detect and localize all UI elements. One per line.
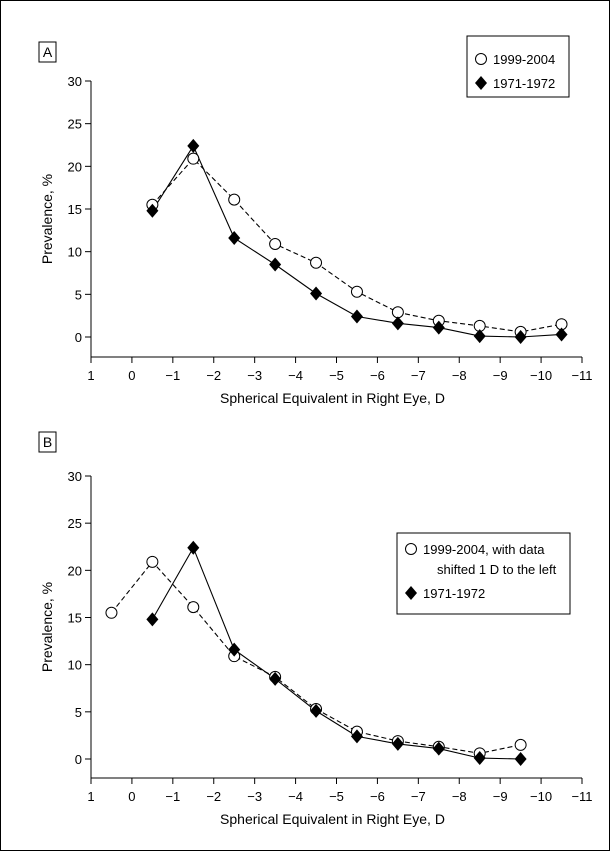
legend-symbol-filled-diamond	[405, 586, 417, 600]
data-point-filled-diamond	[432, 741, 445, 756]
legend-label: 1971-1972	[493, 76, 555, 91]
data-point-open-circle	[310, 256, 323, 269]
y-tick-label: 0	[75, 752, 82, 767]
data-point-filled-diamond	[432, 320, 445, 335]
y-tick-label: 10	[68, 245, 82, 260]
data-point-open-circle	[187, 152, 200, 165]
y-tick-label: 10	[68, 658, 82, 673]
data-point-filled-diamond	[350, 729, 363, 744]
series-line-filled-diamond	[151, 546, 521, 760]
x-tick-label: 1	[87, 789, 94, 804]
x-tick-label: −7	[411, 368, 426, 383]
x-tick-label: −1	[165, 789, 180, 804]
data-point-open-circle	[105, 606, 118, 619]
data-point-filled-diamond	[228, 642, 241, 657]
panel-label-box	[38, 41, 57, 63]
x-tick-label: −10	[530, 789, 552, 804]
data-point-filled-diamond	[391, 736, 404, 751]
y-tick-label: 30	[68, 74, 82, 89]
legend-box	[466, 35, 570, 98]
x-tick-label: −10	[530, 368, 552, 383]
data-point-filled-diamond	[514, 752, 527, 766]
x-tick-label: −8	[452, 789, 467, 804]
data-point-filled-diamond	[391, 316, 404, 331]
x-tick-label: −9	[493, 368, 508, 383]
y-tick-label: 25	[68, 516, 82, 531]
x-tick-label: −3	[247, 789, 262, 804]
x-tick-label: −2	[206, 368, 221, 383]
x-axis-title: Spherical Equivalent in Right Eye, D	[220, 390, 445, 406]
x-tick-label: −4	[288, 789, 303, 804]
y-tick-label: 15	[68, 202, 82, 217]
data-point-filled-diamond	[146, 203, 159, 218]
legend-symbol-open-circle	[475, 53, 487, 65]
y-tick-label: 20	[68, 563, 82, 578]
data-point-filled-diamond	[473, 751, 486, 766]
panel-label-box	[38, 431, 57, 453]
data-point-open-circle	[146, 555, 159, 568]
y-axis-title: Prevalence, %	[39, 174, 55, 264]
x-tick-label: −1	[165, 368, 180, 383]
y-tick-label: 5	[75, 287, 82, 302]
data-point-filled-diamond	[514, 330, 527, 344]
legend-box	[396, 532, 571, 615]
x-axis-title: Spherical Equivalent in Right Eye, D	[220, 811, 445, 827]
data-point-open-circle	[391, 306, 404, 319]
data-point-filled-diamond	[269, 671, 282, 686]
x-tick-label: −5	[329, 789, 344, 804]
data-point-filled-diamond	[555, 327, 568, 342]
panel-label: A	[43, 44, 53, 60]
x-tick-label: −9	[493, 789, 508, 804]
x-tick-label: −11	[571, 368, 592, 383]
x-tick-label: 0	[128, 368, 135, 383]
y-tick-label: 5	[75, 705, 82, 720]
x-tick-label: −3	[247, 368, 262, 383]
x-tick-label: −2	[206, 789, 221, 804]
data-point-filled-diamond	[187, 540, 200, 555]
data-point-filled-diamond	[310, 703, 323, 718]
y-tick-label: 20	[68, 159, 82, 174]
data-point-filled-diamond	[310, 286, 323, 301]
data-point-filled-diamond	[228, 231, 241, 246]
data-point-filled-diamond	[187, 138, 200, 153]
x-tick-label: −4	[288, 368, 303, 383]
legend-label: 1999-2004, with data	[423, 542, 545, 557]
y-tick-label: 25	[68, 117, 82, 132]
x-tick-label: 1	[87, 368, 94, 383]
y-tick-label: 30	[68, 469, 82, 484]
x-tick-label: 0	[128, 789, 135, 804]
legend-label: 1999-2004	[493, 52, 555, 67]
data-point-filled-diamond	[350, 309, 363, 324]
data-point-open-circle	[228, 193, 241, 206]
x-tick-label: −6	[370, 789, 385, 804]
data-point-filled-diamond	[473, 329, 486, 344]
data-point-filled-diamond	[269, 257, 282, 272]
data-point-open-circle	[187, 601, 200, 614]
x-tick-label: −7	[411, 789, 426, 804]
legend-label: 1971-1972	[423, 586, 485, 601]
data-point-open-circle	[350, 285, 363, 298]
data-point-open-circle	[514, 738, 527, 751]
x-tick-label: −6	[370, 368, 385, 383]
data-point-filled-diamond	[146, 612, 159, 627]
data-point-open-circle	[269, 237, 282, 250]
x-tick-label: −11	[571, 789, 592, 804]
legend-symbol-open-circle	[405, 543, 417, 555]
y-tick-label: 15	[68, 611, 82, 626]
x-tick-label: −8	[452, 368, 467, 383]
y-axis-title: Prevalence, %	[39, 582, 55, 672]
legend-label: shifted 1 D to the left	[437, 562, 557, 577]
panel-label: B	[43, 434, 52, 450]
y-tick-label: 0	[75, 330, 82, 345]
x-tick-label: −5	[329, 368, 344, 383]
legend-symbol-filled-diamond	[475, 76, 487, 90]
